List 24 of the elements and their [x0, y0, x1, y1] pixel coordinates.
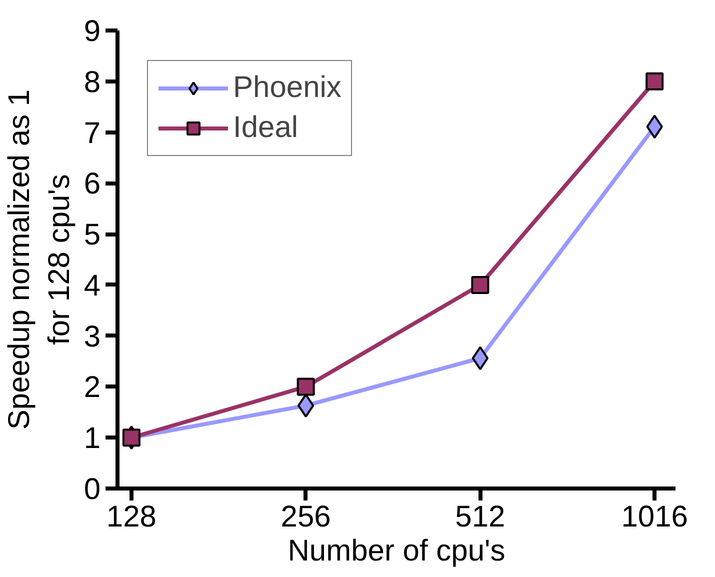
legend-label: Phoenix — [233, 71, 342, 105]
x-tick-label: 256 — [280, 500, 331, 534]
y-tick-label: 0 — [84, 473, 101, 506]
point — [472, 346, 489, 370]
x-axis-title: Number of cpu's — [288, 534, 506, 568]
point — [471, 276, 490, 294]
y-tick-label: 2 — [84, 371, 101, 404]
y-tick-label: 6 — [84, 168, 101, 201]
y-axis-title: Speedup normalized as 1 for 128 cpu's — [3, 89, 76, 430]
x-tick-label: 1016 — [621, 500, 688, 534]
x-tick-label: 128 — [106, 500, 156, 534]
y-tick-label: 8 — [84, 66, 101, 99]
point — [646, 72, 664, 90]
point — [296, 378, 315, 396]
point — [122, 428, 140, 447]
y-tick-label: 1 — [84, 422, 101, 456]
y-tick-label: 7 — [84, 116, 101, 150]
y-tick-label: 4 — [84, 269, 101, 302]
y-tick-label: 5 — [84, 218, 101, 252]
y-tick-label: 3 — [84, 320, 101, 354]
y-tick-label: 9 — [84, 15, 101, 48]
legend-label: Ideal — [233, 111, 298, 145]
x-tick-label: 512 — [455, 500, 506, 534]
point — [297, 394, 314, 418]
